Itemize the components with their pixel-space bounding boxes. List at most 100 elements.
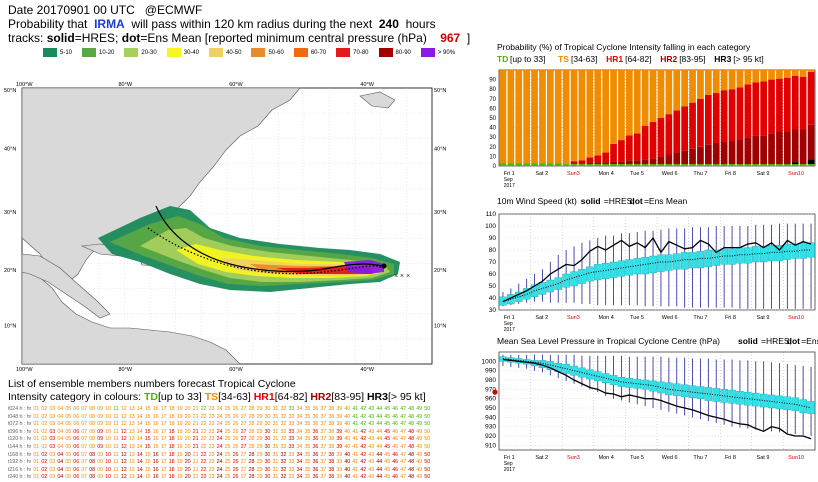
member-number: 09 bbox=[97, 421, 104, 428]
member-number: 14 bbox=[136, 428, 143, 435]
ensemble-box bbox=[759, 246, 768, 263]
ens-mean-label: =Ens Mean [reported minimum central pres… bbox=[140, 31, 427, 45]
member-number: 06 bbox=[73, 474, 80, 481]
member-number: 26 bbox=[232, 413, 239, 420]
bar-segment-hr2 bbox=[791, 129, 799, 163]
ensemble-box bbox=[609, 261, 618, 278]
hres-line bbox=[502, 236, 812, 303]
member-number: 28 bbox=[248, 436, 255, 443]
member-number: 45 bbox=[384, 466, 391, 473]
member-number: 01 bbox=[33, 466, 40, 473]
ensemble-box bbox=[633, 378, 642, 389]
member-number: 09 bbox=[97, 413, 104, 420]
member-number: 23 bbox=[208, 421, 215, 428]
x-tick-label: Sun10 bbox=[788, 315, 804, 321]
member-number: 09 bbox=[97, 406, 104, 412]
member-number: 41 bbox=[352, 451, 359, 458]
member-number: 48 bbox=[408, 451, 415, 458]
wind-speed-chart: 10m Wind Speed (kt) solid =HRES;dot =Ens Me… bbox=[485, 196, 816, 332]
ensemble-box bbox=[751, 246, 760, 263]
y-tick-label: 30 bbox=[489, 307, 497, 314]
member-number: 50 bbox=[424, 421, 431, 428]
member-number: 38 bbox=[328, 444, 335, 450]
members-title: List of ensemble members numbers forecas… bbox=[8, 378, 296, 390]
member-number: 21 bbox=[192, 459, 199, 466]
member-number: 45 bbox=[384, 436, 391, 443]
bar-segment-td bbox=[720, 164, 728, 166]
member-number: 26 bbox=[232, 474, 239, 481]
bar-segment-hr1 bbox=[681, 106, 688, 151]
member-number: 18 bbox=[168, 466, 175, 473]
member-number: 18 bbox=[168, 421, 175, 428]
bar-segment-td bbox=[586, 164, 594, 166]
y-tick-label: 990 bbox=[485, 368, 496, 375]
x-tick-label: Sun3 bbox=[567, 315, 580, 321]
member-number: 31 bbox=[272, 466, 279, 473]
member-number: 06 bbox=[73, 466, 80, 473]
member-number: 44 bbox=[376, 451, 383, 458]
member-number: 02 bbox=[41, 459, 48, 466]
y-tick-label: 910 bbox=[485, 442, 496, 449]
member-number: 16 bbox=[152, 451, 159, 458]
member-number: 06 bbox=[73, 421, 80, 428]
ensemble-box bbox=[799, 242, 807, 259]
lat-label-left: 50°N bbox=[4, 88, 16, 94]
lon-label-top: 100°W bbox=[16, 82, 33, 88]
member-number: 08 bbox=[89, 436, 96, 443]
member-number: 29 bbox=[256, 428, 263, 435]
member-number: 33 bbox=[288, 413, 295, 420]
x-tick-label: Wed 6 bbox=[662, 455, 678, 461]
member-number: 15 bbox=[144, 436, 151, 443]
x-tick-label: Fri 8 bbox=[725, 455, 736, 461]
member-row: t168 h : hr 01 02 03 04 05 06 07 08 09 10 11 12 13 14 1… bbox=[8, 452, 432, 458]
member-number: 47 bbox=[400, 466, 407, 473]
ensemble-box bbox=[728, 248, 736, 265]
member-number: 08 bbox=[89, 421, 96, 428]
member-number: 43 bbox=[368, 451, 375, 458]
bar-segment-ts bbox=[712, 70, 720, 94]
member-number: 38 bbox=[328, 428, 335, 435]
member-number: 28 bbox=[248, 428, 255, 435]
hours-unit: hours bbox=[405, 17, 436, 31]
member-number: 08 bbox=[89, 451, 96, 458]
member-number: 28 bbox=[248, 459, 255, 466]
legend-range: [up to 33] bbox=[510, 54, 545, 64]
member-number: 06 bbox=[73, 428, 80, 435]
member-number: 04 bbox=[57, 428, 64, 435]
bar-segment-hr1 bbox=[610, 143, 617, 162]
y-tick-label: 50 bbox=[489, 283, 497, 290]
member-number: 21 bbox=[192, 406, 199, 412]
legend-label: 20-30 bbox=[141, 49, 157, 56]
member-number: 30 bbox=[264, 413, 271, 420]
lat-label-right: 30°N bbox=[434, 210, 446, 216]
bar-segment-td bbox=[799, 164, 807, 166]
member-number: 12 bbox=[120, 436, 127, 443]
member-row-label: t168 h : hr bbox=[8, 451, 32, 458]
member-number: 22 bbox=[200, 466, 207, 473]
x-tick-label: Sat 9 bbox=[757, 455, 770, 461]
member-row-label: t240 h : hr bbox=[8, 474, 32, 481]
member-number: 15 bbox=[144, 459, 151, 466]
member-number: 10 bbox=[105, 406, 112, 412]
member-number: 02 bbox=[41, 466, 48, 473]
member-number: 44 bbox=[376, 413, 383, 420]
y-tick-label: 90 bbox=[489, 78, 496, 84]
member-number: 37 bbox=[320, 474, 327, 481]
member-number: 41 bbox=[352, 406, 359, 412]
lat-label-left: 40°N bbox=[4, 147, 16, 153]
member-number: 06 bbox=[73, 436, 80, 443]
bar-segment-ts bbox=[689, 70, 696, 103]
member-number: 06 bbox=[73, 413, 80, 420]
member-number: 46 bbox=[392, 466, 399, 473]
legend-item: 10-20 bbox=[82, 48, 114, 57]
member-number: 24 bbox=[216, 474, 223, 481]
ensemble-box bbox=[586, 266, 594, 282]
member-number: 32 bbox=[280, 451, 287, 458]
member-number: 41 bbox=[352, 413, 359, 420]
bar-segment-td bbox=[697, 164, 704, 166]
ensemble-box bbox=[767, 394, 776, 409]
member-number: 50 bbox=[424, 459, 431, 466]
ensemble-box bbox=[570, 365, 578, 376]
member-number: 30 bbox=[264, 466, 271, 473]
ensemble-box bbox=[688, 252, 697, 269]
